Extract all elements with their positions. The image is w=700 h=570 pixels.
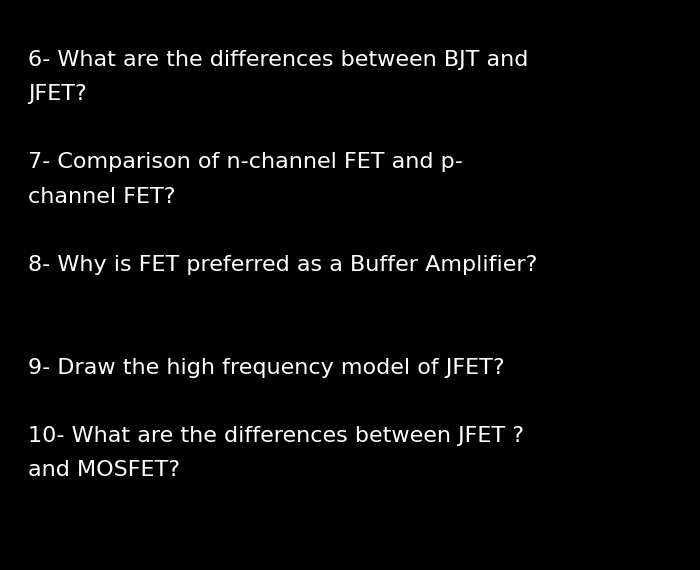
- Text: JFET?: JFET?: [28, 84, 87, 104]
- Text: 8- Why is FET preferred as a Buffer Amplifier?: 8- Why is FET preferred as a Buffer Ampl…: [28, 255, 538, 275]
- Text: 10- What are the differences between JFET ?: 10- What are the differences between JFE…: [28, 426, 524, 446]
- Text: 6- What are the differences between BJT and: 6- What are the differences between BJT …: [28, 50, 528, 70]
- Text: 9- Draw the high frequency model of JFET?: 9- Draw the high frequency model of JFET…: [28, 357, 505, 378]
- Text: 7- Comparison of n-channel FET and p-: 7- Comparison of n-channel FET and p-: [28, 152, 463, 173]
- Text: and MOSFET?: and MOSFET?: [28, 460, 180, 481]
- Text: channel FET?: channel FET?: [28, 186, 176, 207]
